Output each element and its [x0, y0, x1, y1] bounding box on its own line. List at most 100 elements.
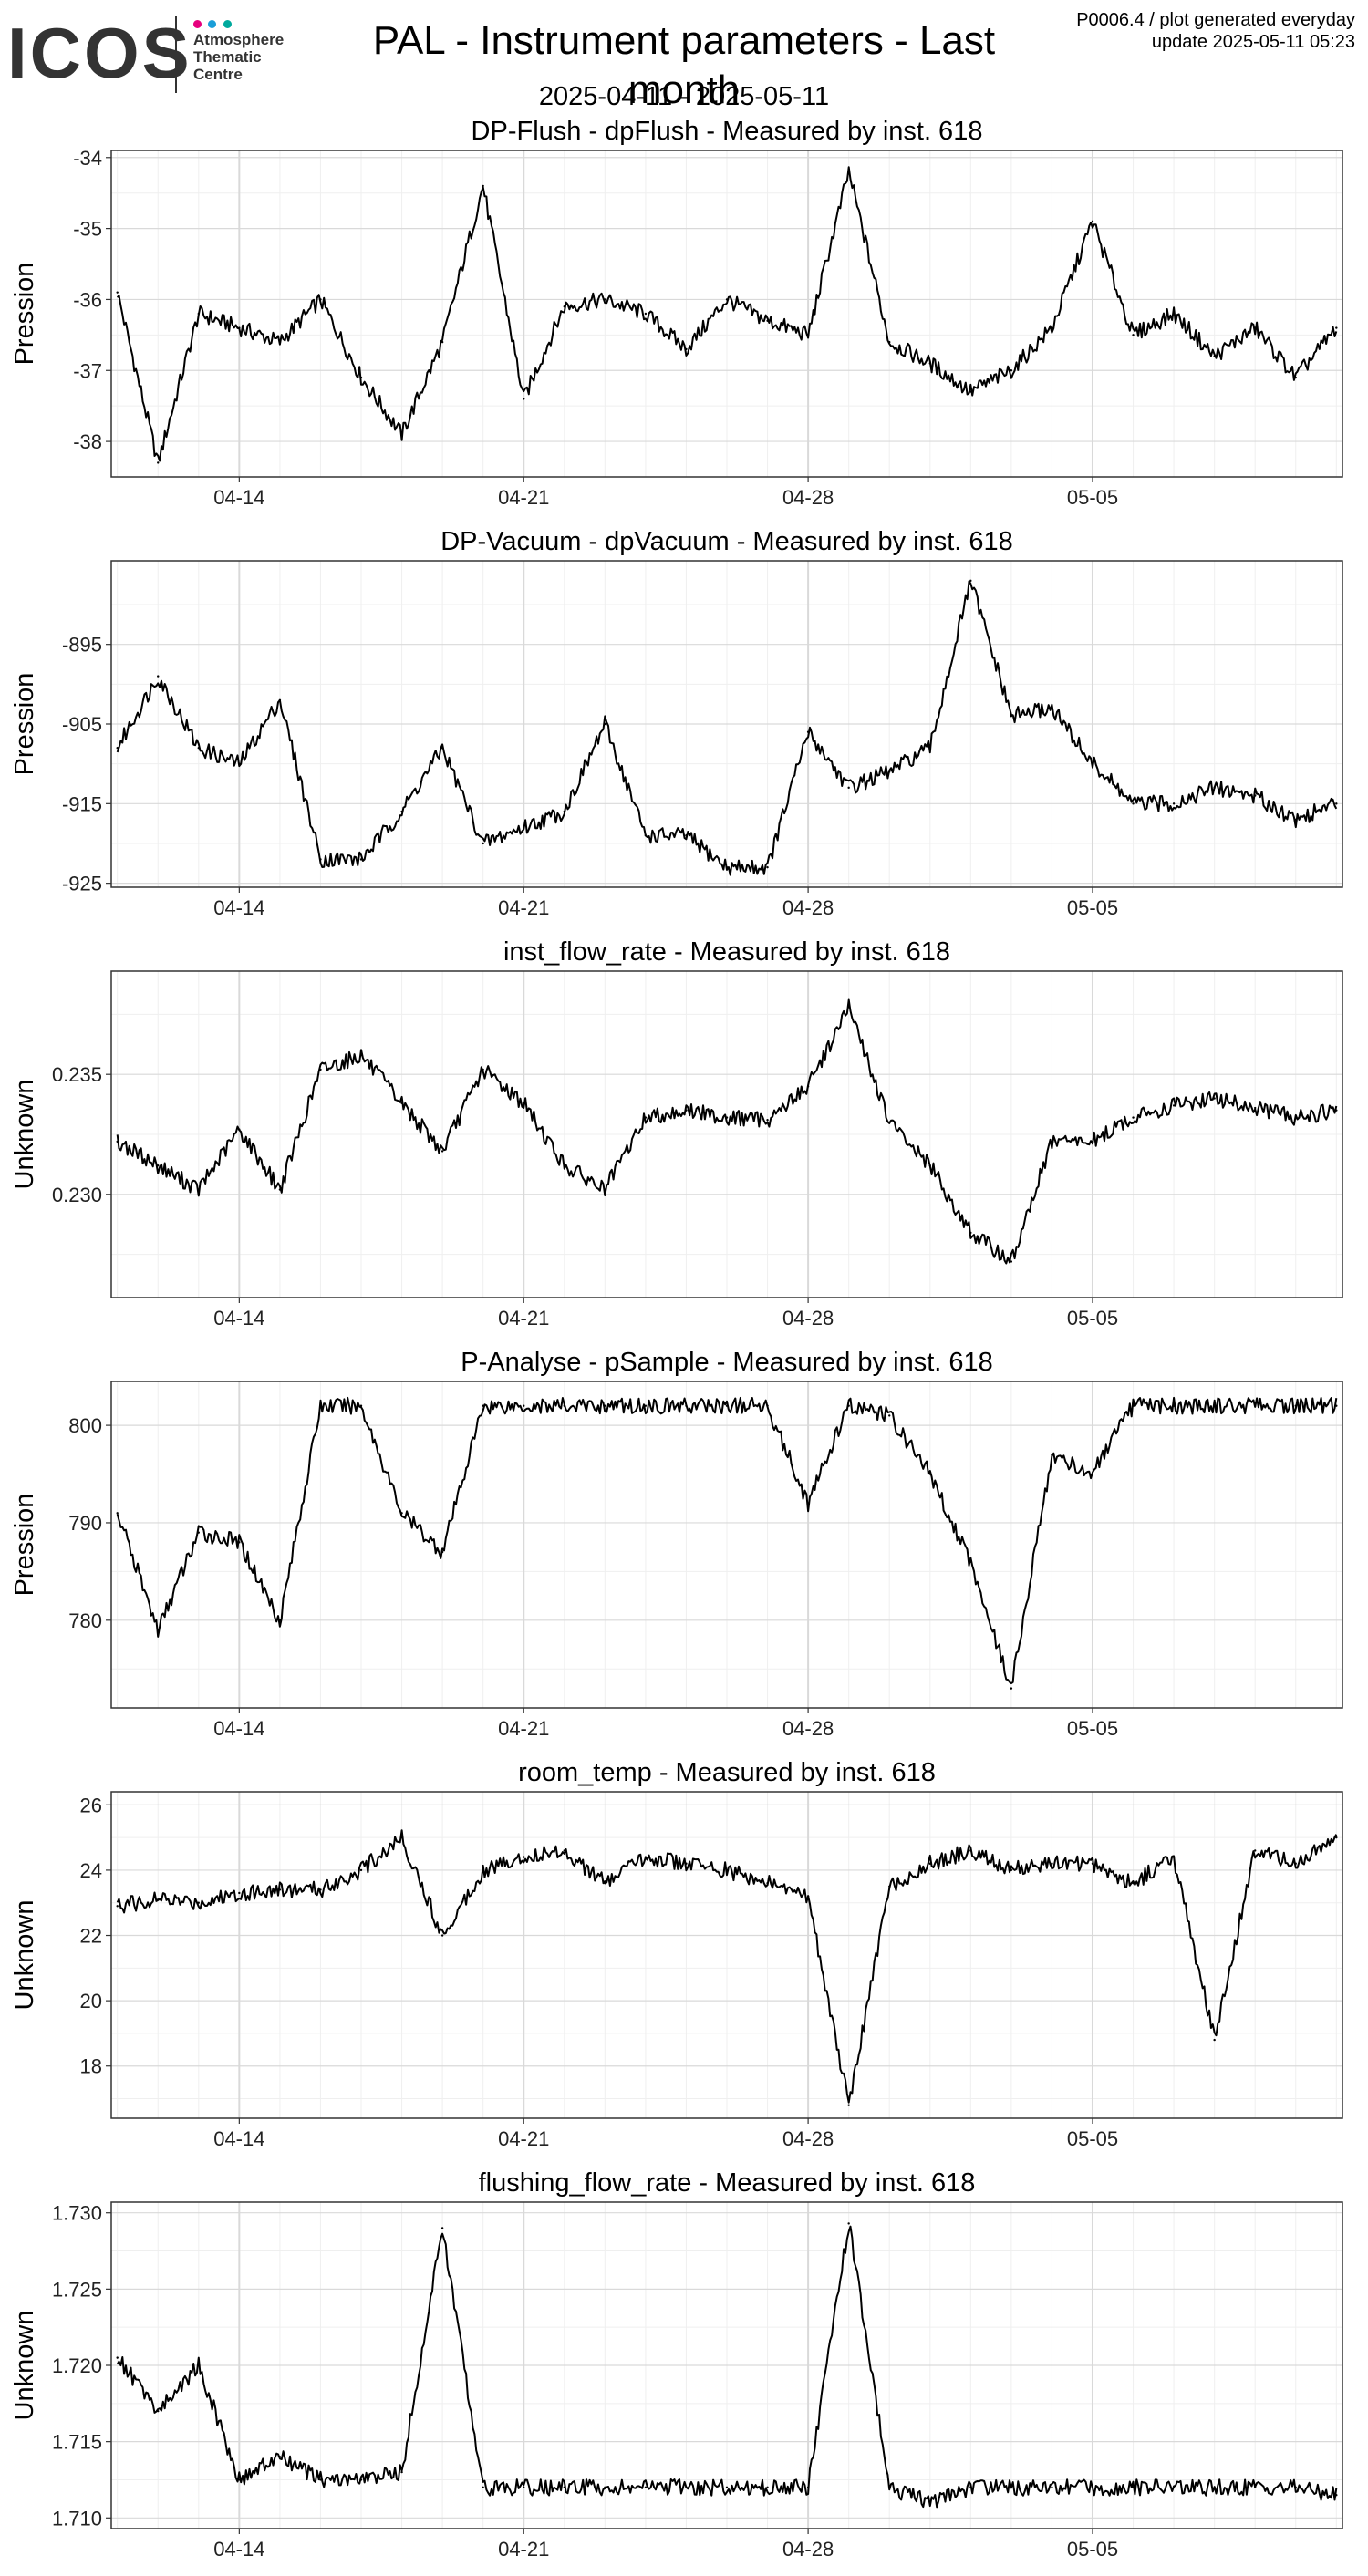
- y-tick-label: 18: [80, 2055, 102, 2078]
- data-point: [116, 1140, 119, 1143]
- chart-title: DP-Vacuum - dpVacuum - Measured by inst.…: [440, 527, 1013, 556]
- data-point: [1132, 2486, 1135, 2489]
- data-point: [278, 340, 282, 344]
- data-point: [1254, 1849, 1257, 1852]
- data-point: [1172, 312, 1176, 316]
- data-point: [1294, 818, 1297, 821]
- data-point: [278, 1888, 282, 1891]
- data-point: [1254, 326, 1257, 329]
- data-point: [563, 1849, 565, 1852]
- chart-panel: flushing_flow_rate - Measured by inst. 6…: [0, 2166, 1368, 2576]
- data-point: [766, 1119, 769, 1122]
- x-tick-label: 04-21: [498, 2538, 549, 2560]
- logo-subtitle-line: Atmosphere: [193, 31, 285, 48]
- data-point: [197, 2364, 200, 2367]
- data-point: [157, 1629, 160, 1631]
- data-point: [359, 1868, 363, 1872]
- x-tick-label: 04-28: [782, 2127, 834, 2150]
- y-tick-label: 26: [80, 1794, 102, 1816]
- chart-title: inst_flow_rate - Measured by inst. 618: [503, 937, 950, 967]
- data-point: [928, 746, 931, 750]
- logo-dot-magenta: [193, 20, 202, 28]
- data-point: [604, 722, 606, 726]
- data-point: [888, 1121, 891, 1124]
- y-tick-label: 1.715: [52, 2431, 102, 2454]
- data-point: [157, 461, 160, 464]
- panel-border: [110, 2201, 1343, 2529]
- data-point: [1254, 1106, 1257, 1110]
- data-point: [482, 1404, 484, 1407]
- data-point: [888, 771, 891, 773]
- data-point: [888, 1414, 891, 1417]
- x-tick-label: 04-28: [782, 2538, 834, 2560]
- data-point: [563, 810, 565, 813]
- y-axis-label: Unknown: [10, 2311, 39, 2421]
- data-point: [806, 1895, 810, 1898]
- data-point: [969, 390, 972, 393]
- x-tick-label: 05-05: [1067, 896, 1118, 919]
- data-point: [604, 1404, 606, 1407]
- logo-dot-blue: [208, 20, 217, 28]
- data-point: [1213, 2038, 1216, 2042]
- data-point: [1254, 1404, 1257, 1407]
- y-tick-label: 20: [80, 1990, 102, 2012]
- x-tick-label: 04-28: [782, 1307, 834, 1329]
- x-tick-label: 04-14: [213, 1307, 264, 1329]
- data-point: [1010, 2486, 1013, 2489]
- data-point: [847, 1006, 850, 1009]
- data-point: [482, 1868, 484, 1872]
- data-point: [1294, 376, 1297, 379]
- data-point: [604, 2486, 606, 2489]
- data-point: [806, 1502, 810, 1505]
- chart-svg: DP-Flush - dpFlush - Measured by inst. 6…: [10, 117, 1343, 509]
- x-tick-label: 04-21: [498, 1717, 549, 1740]
- data-point: [1294, 1862, 1297, 1865]
- data-point: [523, 826, 525, 829]
- data-point: [1091, 762, 1094, 765]
- data-point: [523, 1404, 525, 1407]
- data-point: [238, 1128, 241, 1131]
- header: ICOS Atmosphere Thematic Centre PAL - In…: [0, 0, 1368, 114]
- data-point: [644, 2486, 648, 2489]
- data-point: [1213, 1097, 1216, 1100]
- data-point: [1010, 1687, 1013, 1690]
- x-tick-label: 04-21: [498, 486, 549, 509]
- x-tick-label: 04-28: [782, 1717, 834, 1740]
- y-tick-label: -35: [73, 218, 102, 241]
- data-point: [1091, 1140, 1094, 1143]
- data-point: [116, 1905, 119, 1908]
- data-point: [523, 1856, 525, 1858]
- data-point: [116, 1512, 119, 1515]
- data-point: [928, 1473, 931, 1475]
- y-tick-label: -37: [73, 359, 102, 382]
- series-line: [116, 998, 1338, 1265]
- data-point: [725, 1868, 729, 1872]
- x-tick-label: 04-14: [213, 1717, 264, 1740]
- data-point: [1335, 326, 1338, 329]
- data-point: [359, 376, 363, 379]
- data-point: [197, 1188, 200, 1191]
- data-point: [725, 1116, 729, 1119]
- data-point: [197, 746, 200, 750]
- data-point: [1294, 2486, 1297, 2489]
- y-tick-label: -925: [62, 873, 102, 895]
- y-tick-label: -38: [73, 430, 102, 453]
- logo-wordmark: ICOS: [7, 13, 192, 93]
- y-axis-label: Unknown: [10, 1900, 39, 2011]
- data-point: [1010, 715, 1013, 718]
- data-point: [928, 1164, 931, 1167]
- x-tick-label: 04-21: [498, 2127, 549, 2150]
- data-point: [928, 362, 931, 365]
- data-point: [847, 1404, 850, 1407]
- data-point: [482, 2486, 484, 2489]
- data-point: [847, 171, 850, 173]
- data-point: [278, 1619, 282, 1622]
- data-point: [644, 1404, 648, 1407]
- data-point: [440, 1934, 444, 1937]
- logo-dot-teal: [223, 20, 232, 28]
- y-tick-label: 1.710: [52, 2507, 102, 2529]
- data-point: [1213, 355, 1216, 357]
- data-point: [197, 1531, 200, 1534]
- data-point: [482, 842, 484, 845]
- data-point: [1172, 802, 1176, 805]
